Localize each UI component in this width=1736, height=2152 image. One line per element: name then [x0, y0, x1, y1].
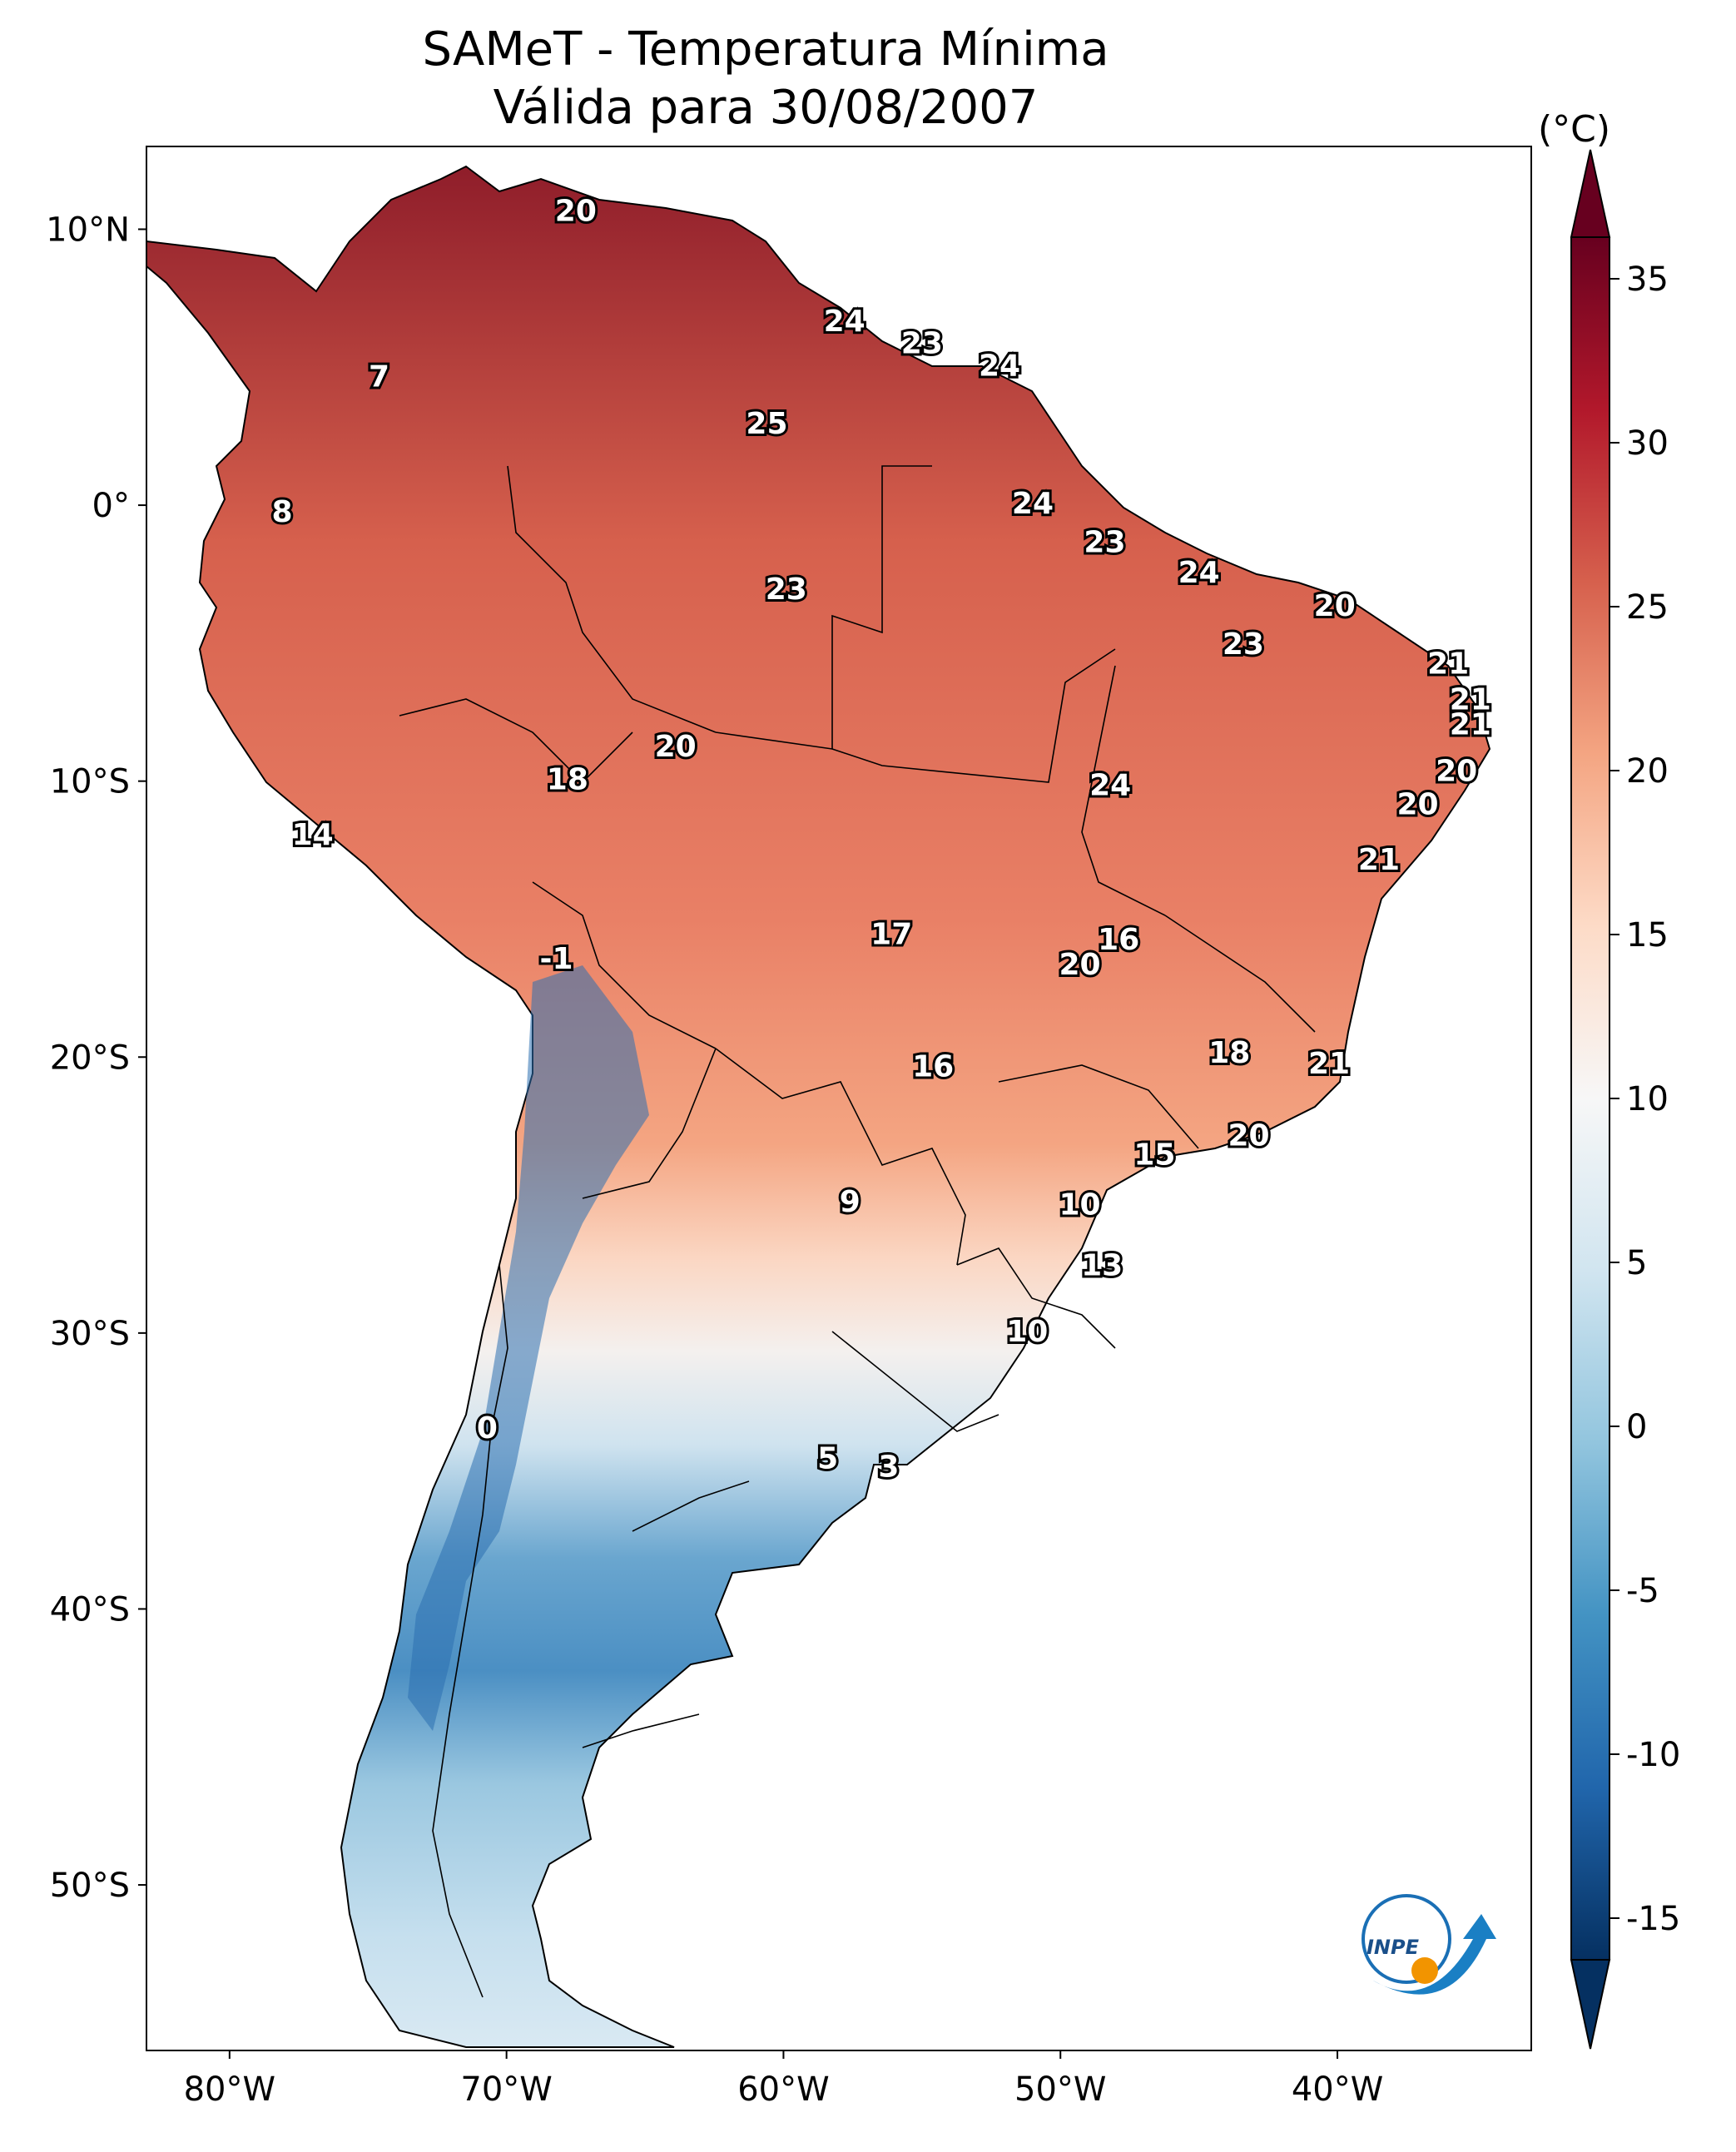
station-value-label: 24	[1178, 556, 1220, 590]
station-value-label: 16	[1098, 923, 1139, 957]
latitude-axis: 10°N 0° 10°S 20°S 30°S 40°S 50°S	[46, 211, 146, 1905]
station-value-label: 20	[1396, 788, 1438, 822]
station-value-label: 15	[1133, 1138, 1175, 1173]
map-subtitle: Válida para 30/08/2007	[493, 81, 1039, 135]
station-value-label: 21	[1358, 843, 1400, 877]
colorbar-tick-label: -15	[1626, 1900, 1680, 1938]
lat-tick-label: 10°S	[50, 763, 130, 801]
lon-tick-label: 60°W	[737, 2070, 829, 2109]
colorbar: 35 30 25 20 15 10 5 0 -5 -10 -15	[1570, 149, 1680, 2050]
country-borders	[399, 465, 1316, 1998]
map-title: SAMeT - Temperatura Mínima	[422, 22, 1109, 77]
logo-orange-dot	[1411, 1957, 1438, 1984]
colorbar-tick-label: 0	[1626, 1408, 1647, 1446]
colorbar-tick-label: 15	[1626, 916, 1669, 955]
station-value-label: 5	[817, 1441, 838, 1475]
colorbar-tick-label: 20	[1626, 752, 1669, 791]
station-value-label: 23	[1223, 627, 1264, 662]
station-value-label: 0	[477, 1411, 498, 1445]
station-value-label: 8	[272, 495, 293, 529]
colorbar-ticks: 35 30 25 20 15 10 5 0 -5 -10 -15	[1610, 260, 1680, 1938]
station-value-label: 20	[1436, 755, 1477, 789]
station-value-label: 18	[1208, 1036, 1250, 1070]
station-value-label: 21	[1308, 1047, 1350, 1081]
station-value-label: 20	[1059, 948, 1100, 982]
station-value-label: 20	[1314, 589, 1356, 623]
colorbar-tick-label: -5	[1626, 1572, 1659, 1610]
lon-tick-label: 40°W	[1292, 2070, 1383, 2109]
station-value-label: 10	[1006, 1315, 1048, 1349]
lat-tick-label: 30°S	[50, 1315, 130, 1353]
south-america-landmass	[146, 165, 1491, 2048]
station-value-label: 21	[1450, 683, 1491, 717]
station-value-label: 20	[1228, 1118, 1269, 1153]
station-value-label: -1	[540, 942, 573, 976]
colorbar-unit: (°C)	[1538, 108, 1611, 151]
lat-tick-label: 40°S	[50, 1590, 130, 1629]
station-value-label: 24	[1012, 487, 1054, 521]
colorbar-tick-label: 10	[1626, 1080, 1669, 1118]
andes-cold-zone	[408, 965, 649, 1731]
longitude-axis: 80°W 70°W 60°W 50°W 40°W	[184, 2050, 1383, 2109]
logo-swoosh-icon	[1373, 1914, 1496, 1995]
station-value-label: 24	[1089, 768, 1131, 802]
logo-text: INPE	[1366, 1936, 1420, 1959]
colorbar-bottom-extension	[1570, 1959, 1611, 2050]
station-value-label: 23	[901, 327, 943, 361]
station-value-label: 24	[979, 349, 1020, 383]
colorbar-tick-label: 35	[1626, 260, 1669, 299]
lon-tick-label: 80°W	[184, 2070, 275, 2109]
logo-ring	[1362, 1894, 1451, 1984]
lon-tick-label: 70°W	[460, 2070, 552, 2109]
colorbar-tick-label: -10	[1626, 1736, 1680, 1774]
inpe-logo: INPE	[1362, 1894, 1496, 1995]
lat-tick-label: 50°S	[50, 1867, 130, 1905]
station-value-label: 18	[547, 763, 588, 797]
station-value-label: 14	[292, 818, 334, 852]
station-value-label: 24	[824, 305, 866, 339]
station-value-label: 17	[870, 917, 912, 951]
lon-tick-label: 50°W	[1014, 2070, 1106, 2109]
colorbar-tick-label: 30	[1626, 424, 1669, 463]
lat-tick-label: 10°N	[46, 211, 130, 249]
station-value-label: 10	[1059, 1188, 1100, 1222]
station-value-label: 13	[1081, 1248, 1123, 1282]
station-value-label: 20	[555, 195, 597, 229]
colorbar-top-extension	[1570, 149, 1611, 238]
colorbar-tick-label: 5	[1626, 1244, 1647, 1282]
colorbar-tick-label: 25	[1626, 588, 1669, 627]
lat-tick-label: 0°	[92, 487, 130, 525]
station-value-label: 23	[766, 573, 807, 607]
station-value-label: 23	[1084, 525, 1125, 559]
station-value-label: 20	[655, 730, 697, 764]
station-value-label: 3	[878, 1450, 899, 1484]
station-value-label: 16	[912, 1050, 954, 1084]
station-value-label: 9	[840, 1185, 861, 1219]
station-value-label: 21	[1450, 707, 1491, 741]
station-value-label: 21	[1427, 647, 1469, 681]
station-value-label: 25	[746, 407, 787, 441]
colorbar-bar	[1570, 236, 1610, 1961]
lat-tick-label: 20°S	[50, 1039, 130, 1077]
station-value-label: 7	[369, 360, 389, 394]
